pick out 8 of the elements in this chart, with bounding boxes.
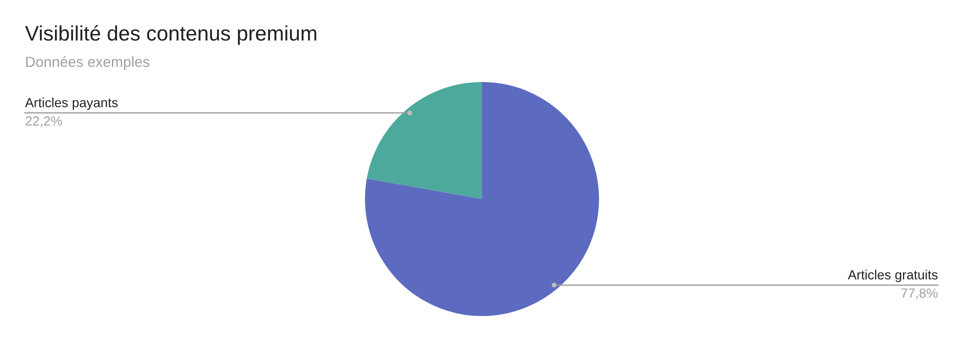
slice-label: Articles payants: [25, 98, 118, 110]
pie-slice: [366, 82, 482, 199]
data-label: 77,8%: [901, 288, 938, 300]
data-label: 22,2%: [26, 116, 62, 128]
chart-subtitle: Données exemples: [26, 56, 150, 70]
pie-slice: [365, 82, 599, 316]
chart-title: Visibilité des contenus premium: [25, 25, 316, 45]
slice-label: Articles gratuits: [848, 270, 938, 282]
